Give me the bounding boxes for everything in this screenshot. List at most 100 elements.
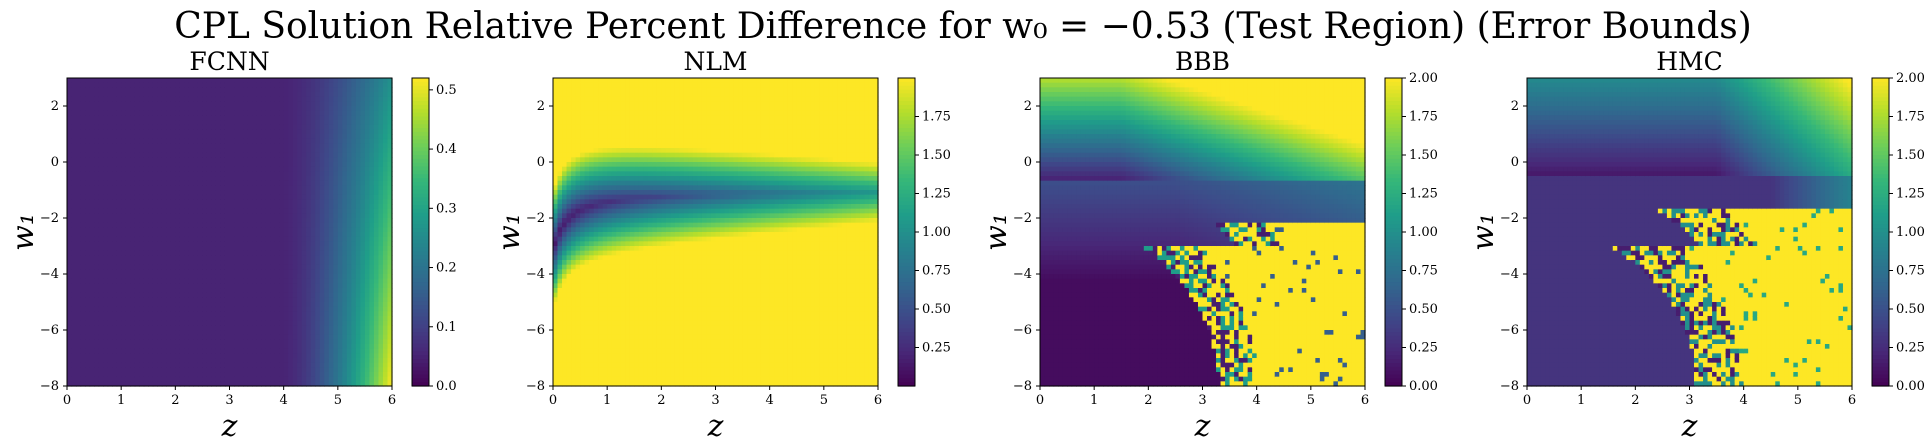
heatmap-cell <box>157 106 163 112</box>
heatmap-cell <box>85 148 91 154</box>
heatmap-cell <box>112 110 118 116</box>
heatmap-cell <box>274 96 280 102</box>
heatmap-cell <box>373 218 380 224</box>
heatmap-cell <box>211 236 217 242</box>
heatmap-cell <box>184 92 190 98</box>
heatmap-cell <box>188 157 194 163</box>
heatmap-cell <box>315 106 321 112</box>
heatmap-cell <box>197 208 204 214</box>
heatmap-cell <box>220 227 226 233</box>
heatmap-cell <box>202 353 208 359</box>
heatmap-cell <box>148 246 154 252</box>
heatmap-cell <box>202 306 208 312</box>
heatmap-cell <box>134 306 140 312</box>
heatmap-cell <box>143 344 149 350</box>
heatmap-cell <box>67 180 73 186</box>
heatmap-cell <box>197 96 204 102</box>
heatmap-cell <box>224 236 231 242</box>
heatmap-cell <box>179 129 185 135</box>
heatmap-cell <box>175 78 181 84</box>
heatmap-cell <box>125 381 131 387</box>
heatmap-cell <box>557 162 563 168</box>
heatmap-cell <box>373 199 380 205</box>
heatmap-cell <box>179 227 185 233</box>
heatmap-cell <box>279 348 285 354</box>
heatmap-cell <box>265 110 271 116</box>
heatmap-cell <box>270 250 276 256</box>
heatmap-cell <box>125 260 131 266</box>
heatmap-cell <box>364 218 371 224</box>
heatmap-cell <box>373 241 380 247</box>
heatmap-cell <box>252 372 258 378</box>
heatmap-cell <box>247 320 253 326</box>
heatmap-cell <box>197 180 204 186</box>
heatmap-cell <box>324 334 330 340</box>
heatmap-cell <box>373 190 380 196</box>
heatmap-cell <box>71 204 77 210</box>
heatmap-cell <box>292 190 298 196</box>
colorbar-segment <box>412 212 429 218</box>
heatmap-cell <box>89 353 95 359</box>
heatmap-cell <box>557 120 563 126</box>
heatmap-cell <box>94 316 100 322</box>
heatmap-cell <box>288 157 294 163</box>
heatmap-cell <box>382 124 389 130</box>
heatmap-cell <box>71 129 77 135</box>
heatmap-cell <box>76 143 82 149</box>
heatmap-cell <box>310 120 316 126</box>
heatmap-cell <box>297 92 303 98</box>
heatmap-cell <box>112 129 118 135</box>
heatmap-cell <box>211 106 217 112</box>
heatmap-cell <box>351 325 357 331</box>
heatmap-cell <box>324 348 330 354</box>
heatmap-cell <box>206 120 213 126</box>
heatmap-cell <box>234 278 240 284</box>
heatmap-cell <box>328 255 334 261</box>
heatmap-cell <box>238 316 244 322</box>
heatmap-cell <box>148 129 154 135</box>
heatmap-cell <box>319 316 325 322</box>
heatmap-cell <box>279 120 285 126</box>
heatmap-cell <box>378 78 384 84</box>
heatmap-cell <box>337 330 343 336</box>
heatmap-cell <box>328 269 334 275</box>
heatmap-cell <box>125 274 131 280</box>
heatmap-cell <box>247 367 253 373</box>
heatmap-cell <box>265 302 271 308</box>
heatmap-cell <box>197 204 204 210</box>
heatmap-cell <box>197 297 204 303</box>
heatmap-cell <box>215 260 222 266</box>
heatmap-cell <box>369 232 375 238</box>
heatmap-cell <box>310 96 316 102</box>
heatmap-cell <box>256 222 262 228</box>
heatmap-cell <box>319 138 325 144</box>
heatmap-cell <box>184 204 190 210</box>
heatmap-cell <box>351 162 357 168</box>
heatmap-cell <box>202 78 208 84</box>
heatmap-cell <box>197 325 204 331</box>
heatmap-cell <box>274 176 280 182</box>
heatmap-cell <box>130 129 136 135</box>
heatmap-cell <box>103 171 109 177</box>
heatmap-cell <box>553 381 559 387</box>
heatmap-cell <box>152 120 158 126</box>
heatmap-cell <box>360 129 366 135</box>
heatmap-cell <box>188 250 194 256</box>
heatmap-cell <box>125 166 131 172</box>
heatmap-cell <box>89 311 95 317</box>
heatmap-cell <box>360 246 366 252</box>
heatmap-cell <box>378 246 384 252</box>
heatmap-cell <box>360 311 366 317</box>
heatmap-cell <box>279 208 285 214</box>
heatmap-cell <box>197 213 204 219</box>
heatmap-cell <box>179 255 185 261</box>
heatmap-cell <box>211 152 217 158</box>
heatmap-cell <box>378 241 384 247</box>
heatmap-cell <box>130 260 136 266</box>
heatmap-cell <box>310 306 316 312</box>
heatmap-cell <box>270 162 276 168</box>
heatmap-cell <box>67 96 73 102</box>
heatmap-cell <box>243 348 249 354</box>
heatmap-cell <box>270 325 276 331</box>
heatmap-cell <box>364 101 371 107</box>
